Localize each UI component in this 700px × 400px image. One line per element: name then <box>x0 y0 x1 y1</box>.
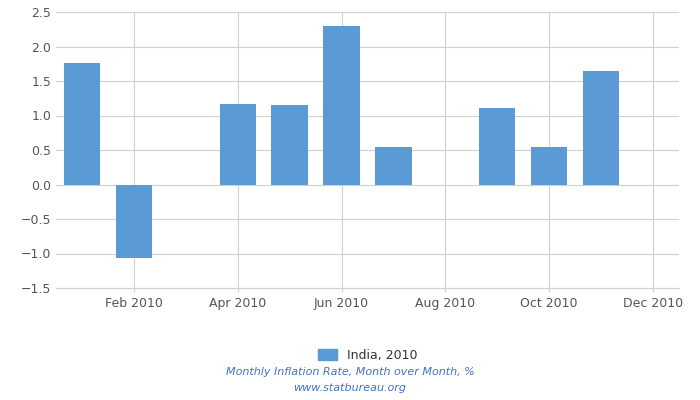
Bar <box>583 71 620 184</box>
Bar <box>220 104 256 184</box>
Text: www.statbureau.org: www.statbureau.org <box>293 383 407 393</box>
Bar <box>272 105 308 184</box>
Bar <box>531 146 568 184</box>
Bar <box>64 63 100 184</box>
Text: Monthly Inflation Rate, Month over Month, %: Monthly Inflation Rate, Month over Month… <box>225 367 475 377</box>
Bar <box>375 146 412 184</box>
Bar <box>116 184 152 258</box>
Bar <box>323 26 360 184</box>
Bar <box>479 108 515 184</box>
Legend: India, 2010: India, 2010 <box>313 344 422 367</box>
